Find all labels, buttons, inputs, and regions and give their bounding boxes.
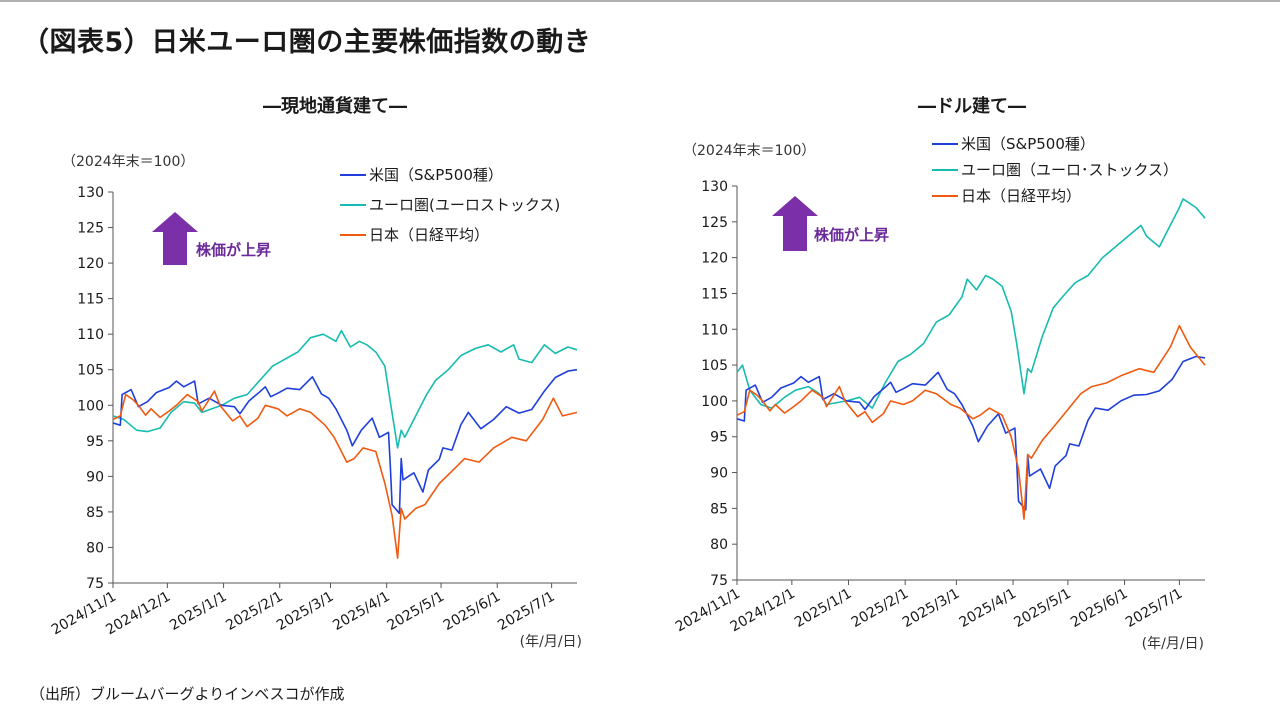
- x-tick-label: 2025/5/1: [1011, 586, 1073, 631]
- y-tick-label: 125: [77, 221, 104, 237]
- legend-label: ユーロ圏(ユーロストックス): [369, 196, 560, 214]
- series-line-0: [112, 368, 578, 515]
- x-tick-label: 2025/2/1: [223, 589, 285, 634]
- x-tick-label: 2025/2/1: [849, 586, 911, 631]
- y-tick-label: 130: [77, 185, 104, 201]
- y-tick-label: 90: [86, 469, 104, 485]
- annotation-label: 株価が上昇: [814, 226, 889, 244]
- y-tick-label: 110: [77, 327, 104, 343]
- series-line-1: [736, 198, 1206, 409]
- x-tick-label: 2025/6/1: [1068, 586, 1130, 631]
- y-tick-label: 105: [701, 358, 728, 374]
- up-arrow-icon: [772, 196, 818, 251]
- chart-title: ―ドル建て―: [918, 95, 1026, 117]
- x-tick-label: 2025/7/1: [495, 589, 557, 634]
- y-tick-label: 95: [86, 434, 104, 450]
- legend-label: 日本（日経平均）: [369, 226, 489, 244]
- chart-panel-local-currency: ―現地通貨建て― （2024年末＝100） 75 80 85 90 95 100 105 110 1…: [0, 0, 640, 670]
- x-tick-label: 2025/4/1: [957, 586, 1019, 631]
- y-tick-label: 125: [701, 215, 728, 231]
- unit-label: （2024年末＝100）: [683, 143, 815, 159]
- y-tick-label: 80: [86, 540, 104, 556]
- legend-label: 米国（S&P500種）: [961, 135, 1095, 153]
- series-line-0: [736, 355, 1206, 511]
- x-axis-label: (年/月/日): [520, 634, 582, 650]
- y-tick-label: 90: [710, 466, 728, 482]
- y-tick-label: 105: [77, 363, 104, 379]
- x-tick-label: 2025/4/1: [330, 589, 392, 634]
- x-tick-label: 2025/3/1: [274, 589, 336, 634]
- x-tick-label: 2025/1/1: [167, 589, 229, 634]
- x-axis-label: (年/月/日): [1142, 636, 1204, 652]
- y-tick-label: 75: [86, 576, 104, 592]
- chart-panel-usd: ―ドル建て― （2024年末＝100） 75 80 85 90 95 100 105 110 115…: [640, 0, 1280, 670]
- legend-label: 米国（S&P500種）: [369, 166, 503, 184]
- y-tick-label: 100: [77, 398, 104, 414]
- line-chart-usd: ―ドル建て― （2024年末＝100） 75 80 85 90 95 100 105 110 115…: [673, 95, 1206, 652]
- top-divider: [0, 0, 1280, 2]
- chart-title: ―現地通貨建て―: [263, 95, 407, 117]
- series-line-2: [112, 390, 578, 559]
- y-tick-label: 100: [701, 394, 728, 410]
- y-tick-label: 85: [86, 505, 104, 521]
- y-tick-label: 80: [710, 537, 728, 553]
- x-tick-label: 2025/6/1: [441, 589, 503, 634]
- y-tick-label: 85: [710, 501, 728, 517]
- series-line-2: [736, 324, 1206, 520]
- source-note: （出所）ブルームバーグよりインベスコが作成: [30, 685, 345, 703]
- unit-label: （2024年末＝100）: [62, 154, 194, 170]
- y-tick-label: 95: [710, 430, 728, 446]
- page-title: （図表5）日米ユーロ圏の主要株価指数の動き: [22, 27, 592, 58]
- y-tick-label: 130: [701, 179, 728, 195]
- y-tick-label: 120: [701, 251, 728, 267]
- legend-label: ユーロ圏（ユーロ･ストックス）: [961, 161, 1178, 179]
- x-tick-label: 2025/5/1: [385, 589, 447, 634]
- legend-label: 日本（日経平均）: [961, 187, 1081, 205]
- y-tick-label: 115: [701, 286, 728, 302]
- y-tick-label: 120: [77, 256, 104, 272]
- annotation-label: 株価が上昇: [196, 241, 271, 259]
- y-tick-label: 75: [710, 573, 728, 589]
- x-tick-label: 2025/3/1: [900, 586, 962, 631]
- up-arrow-icon: [152, 212, 198, 265]
- x-tick-label: 2025/1/1: [792, 586, 854, 631]
- y-tick-label: 110: [701, 322, 728, 338]
- y-tick-label: 115: [77, 292, 104, 308]
- line-chart-local-currency: ―現地通貨建て― （2024年末＝100） 75 80 85 90 95 100 105 110 1…: [49, 95, 582, 650]
- x-tick-label: 2025/7/1: [1123, 586, 1185, 631]
- series-line-1: [112, 329, 578, 449]
